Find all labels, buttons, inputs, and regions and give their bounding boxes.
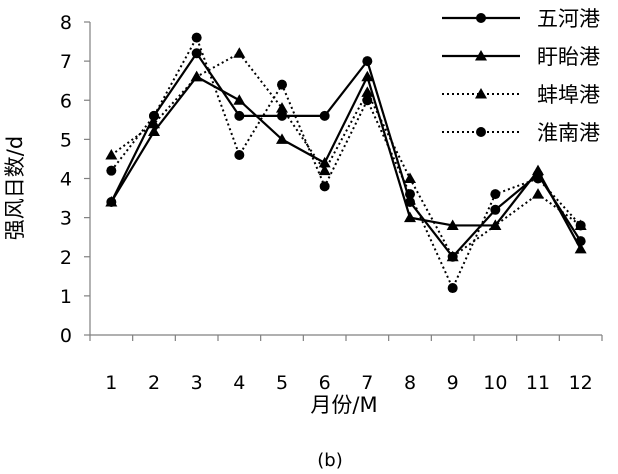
data-point [405, 189, 415, 200]
series-line [110, 52, 582, 258]
series-4 [106, 32, 586, 294]
data-point [106, 165, 117, 176]
data-point [191, 32, 202, 43]
series-2 [105, 70, 587, 254]
figure-caption: (b) [317, 450, 342, 471]
data-point [319, 110, 330, 121]
data-point [404, 172, 416, 183]
data-point [476, 127, 486, 137]
series-lines [105, 32, 587, 294]
y-axis-label: 强风日数/d [3, 136, 27, 240]
x-tick-label: 5 [276, 372, 288, 394]
legend-label: 五河港 [537, 7, 600, 31]
data-point [361, 70, 374, 82]
x-tick-label: 9 [447, 372, 459, 394]
data-point [476, 13, 486, 23]
data-point [148, 125, 160, 137]
data-point [574, 242, 587, 254]
data-point [475, 88, 487, 99]
data-point [533, 173, 543, 184]
data-point [105, 149, 118, 160]
y-tick-label: 1 [60, 286, 72, 308]
data-point [575, 220, 586, 231]
data-point [234, 110, 245, 121]
data-point [276, 102, 288, 113]
y-tick-label: 5 [60, 129, 72, 151]
x-tick-label: 6 [319, 372, 331, 394]
data-point [319, 181, 330, 192]
legend-entry: 淮南港 [442, 121, 600, 145]
x-tick-label: 4 [233, 372, 245, 394]
legend-entry: 盱眙港 [442, 45, 600, 69]
y-axis: 0 1 2 3 4 5 6 7 8 [60, 12, 91, 347]
y-tick-label: 3 [60, 208, 72, 230]
data-point [532, 188, 544, 199]
x-axis-label: 月份/M [310, 393, 377, 417]
legend-entry: 蚌埠港 [442, 83, 600, 107]
data-point [233, 47, 246, 58]
series-line [110, 52, 582, 258]
x-tick-label: 1 [105, 372, 117, 394]
x-tick-label: 11 [526, 372, 550, 394]
data-point [233, 94, 246, 105]
data-point [489, 219, 502, 230]
y-tick-label: 7 [60, 51, 72, 73]
data-point [234, 150, 245, 161]
data-point [446, 219, 459, 230]
data-point [191, 48, 202, 59]
data-point [490, 189, 501, 200]
x-tick-label: 7 [361, 372, 373, 394]
data-point [475, 50, 487, 61]
x-tick-label: 2 [148, 372, 160, 394]
data-point [276, 133, 288, 144]
legend-label: 蚌埠港 [537, 83, 600, 107]
data-point [105, 195, 118, 207]
data-point [447, 283, 458, 294]
y-tick-label: 2 [60, 247, 72, 269]
series-3 [105, 47, 587, 262]
legend-label: 盱眙港 [537, 45, 600, 69]
data-point [190, 70, 203, 82]
data-point [362, 56, 373, 67]
data-point [149, 110, 159, 121]
data-point [446, 250, 459, 262]
y-tick-label: 0 [60, 325, 72, 347]
data-point [148, 117, 160, 129]
data-point [277, 79, 287, 90]
data-point [362, 95, 373, 106]
legend-entry: 五河港 [442, 7, 600, 31]
y-tick-label: 6 [60, 90, 72, 112]
y-tick-label: 8 [60, 12, 72, 34]
series-1 [106, 48, 586, 262]
legend-label: 淮南港 [537, 121, 600, 145]
data-point [318, 164, 331, 176]
x-tick-label: 10 [483, 372, 507, 394]
x-axis: 1 2 3 4 5 6 7 8 9 10 11 12 [89, 334, 603, 394]
x-tick-label: 3 [191, 372, 203, 394]
data-point [532, 164, 544, 176]
x-tick-label: 12 [569, 372, 593, 394]
data-point [490, 204, 501, 215]
y-tick-label: 4 [60, 169, 72, 191]
series-line [110, 75, 582, 250]
data-point [361, 86, 374, 97]
data-point [404, 211, 416, 223]
x-tick-label: 8 [404, 372, 416, 394]
